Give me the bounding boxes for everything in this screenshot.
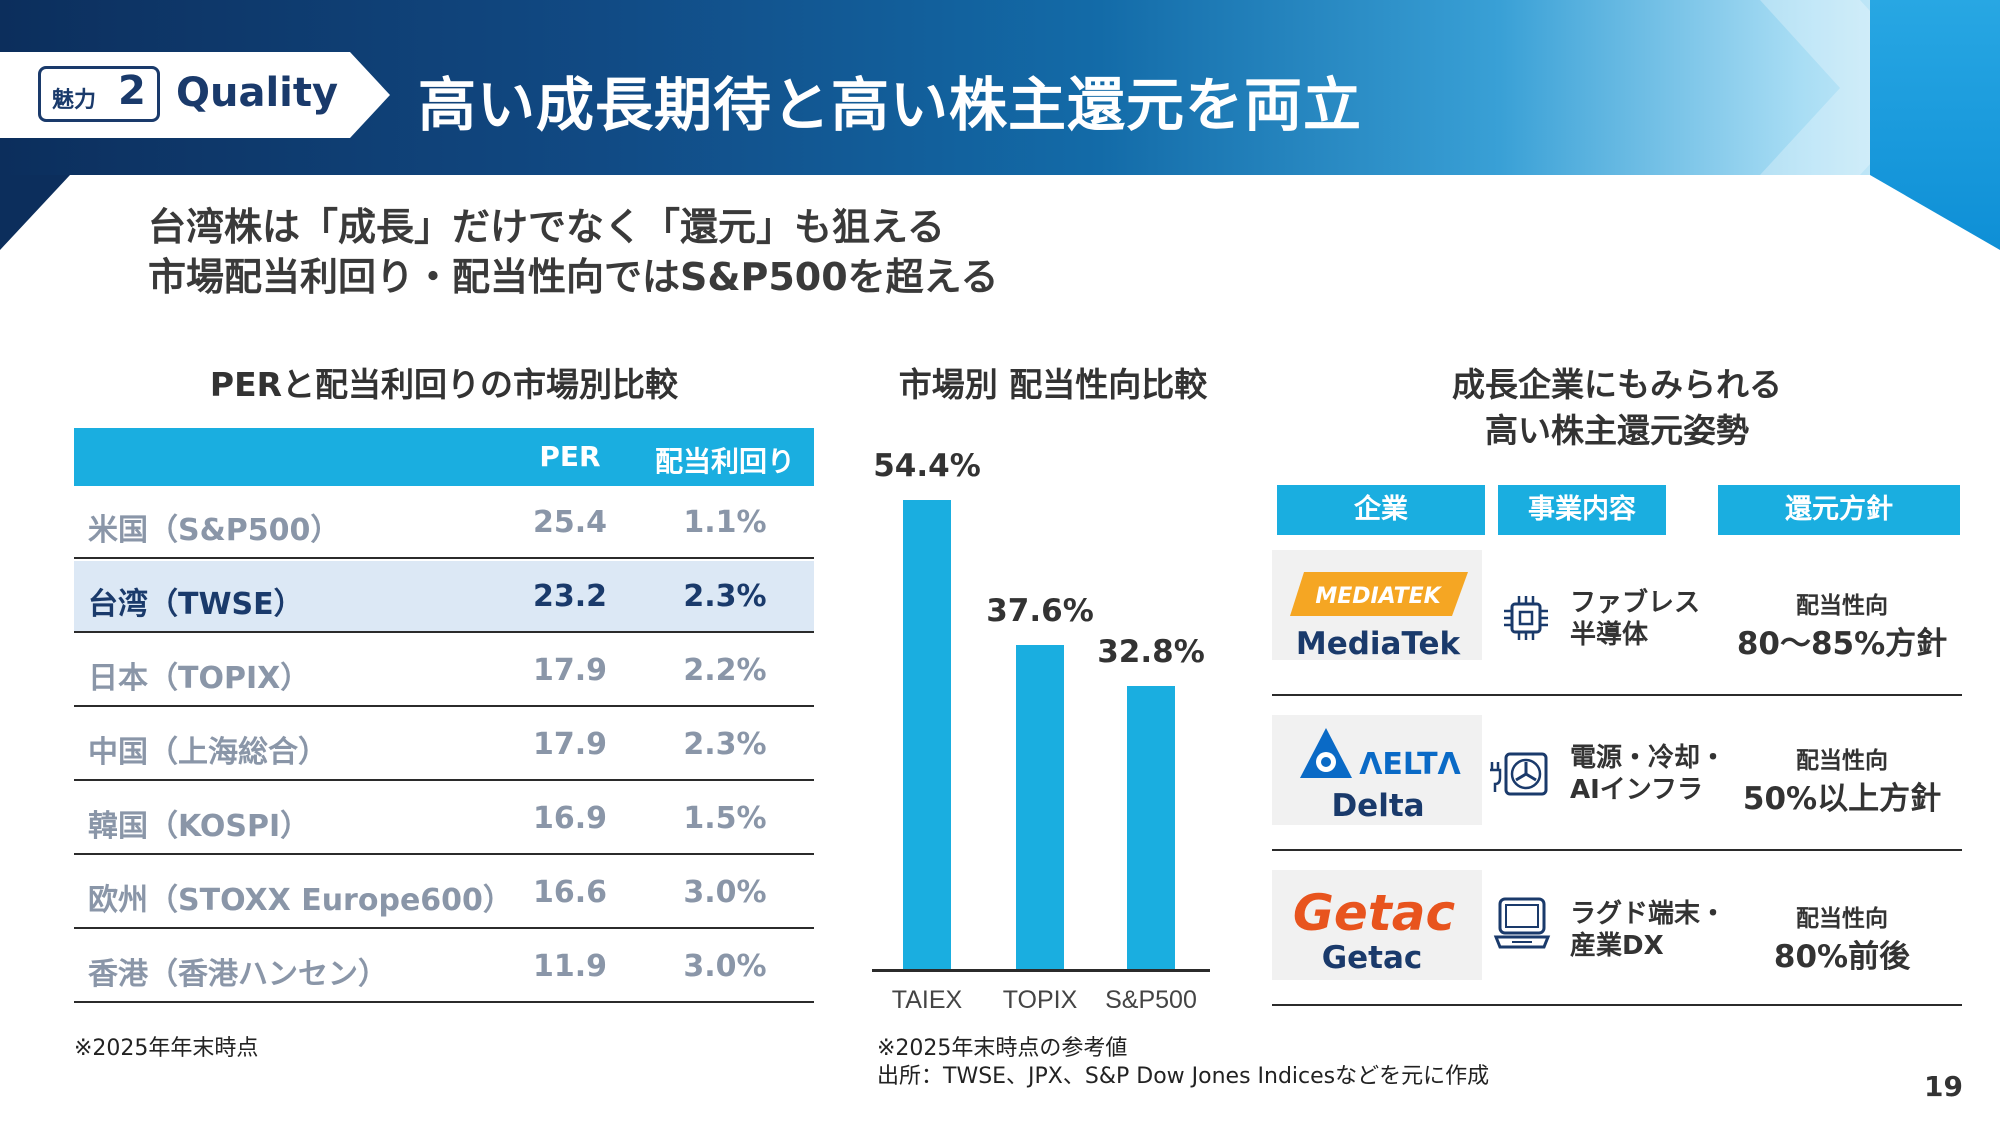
per-cell: 25.4	[532, 505, 608, 540]
chart-x-axis	[872, 969, 1210, 972]
yield-column-header: 配当利回り	[654, 445, 795, 478]
table-row: 韓国（KOSPI） 16.9 1.5%	[74, 783, 814, 855]
business-text: ファブレス	[1570, 588, 1701, 618]
chart-source-note: 出所：TWSE、JPX、S&P Dow Jones Indicesなどを元に作成	[877, 1064, 1490, 1089]
tag-badge	[38, 66, 160, 122]
header-right-accent	[1870, 0, 2000, 250]
policy-label: 配当性向	[1796, 906, 1888, 932]
yield-cell: 2.3%	[683, 579, 767, 614]
row-divider	[1272, 849, 1962, 851]
chart-x-tick-label: TAIEX	[891, 986, 963, 1014]
rugged-laptop-icon	[1493, 897, 1551, 949]
table-row-highlighted: 台湾（TWSE） 23.2 2.3%	[74, 561, 814, 633]
delta-logo: ΛELTΛ	[1300, 728, 1462, 782]
company-name: Getac	[1321, 940, 1423, 976]
market-cell: 韓国（KOSPI）	[88, 809, 311, 844]
business-text: 産業DX	[1570, 931, 1664, 961]
policy-value: 80%前後	[1773, 939, 1911, 975]
getac-logo-box	[1272, 870, 1482, 980]
getac-logo: Getac	[1293, 884, 1456, 942]
svg-text:Getac: Getac	[1293, 884, 1456, 942]
policy-column-header: 還元方針	[1718, 485, 1960, 535]
company-name: Delta	[1331, 788, 1425, 824]
per-table-title: PERと配当利回りの市場別比較	[209, 365, 679, 404]
table-row: 香港（香港ハンセン） 11.9 3.0%	[74, 931, 814, 1003]
row-divider	[1272, 694, 1962, 696]
market-cell: 中国（上海総合）	[88, 735, 328, 770]
table-row: 欧州（STOXX Europe600） 16.6 3.0%	[74, 857, 814, 929]
yield-cell: 3.0%	[683, 949, 767, 984]
business-text: 電源・冷却・	[1570, 743, 1727, 773]
policy-value: 80～85%方針	[1736, 626, 1948, 662]
market-cell: 欧州（STOXX Europe600）	[88, 883, 513, 918]
chart-title: 市場別 配当性向比較	[898, 365, 1208, 404]
company-name: MediaTek	[1295, 626, 1461, 662]
chart-data-label: 37.6%	[986, 593, 1094, 629]
business-text: AIインフラ	[1570, 775, 1704, 805]
per-cell: 11.9	[532, 949, 608, 984]
chart-data-label: 32.8%	[1097, 634, 1205, 670]
subtitle-line-1: 台湾株は「成長」だけでなく「還元」も狙える	[148, 205, 945, 249]
per-cell: 16.6	[532, 875, 608, 910]
yield-cell: 1.5%	[683, 801, 767, 836]
business-text: 半導体	[1570, 620, 1649, 650]
chart-footnote: ※2025年末時点の参考値	[877, 1036, 1128, 1061]
yield-cell: 2.2%	[683, 653, 767, 688]
chart-x-tick-label: S&P500	[1105, 986, 1197, 1014]
tag-small-text: 魅力	[52, 88, 97, 113]
companies-title-line-1: 成長企業にもみられる	[1452, 365, 1782, 404]
table-row: 日本（TOPIX） 17.9 2.2%	[74, 635, 814, 707]
header-corner	[0, 175, 70, 250]
chip-icon	[1504, 596, 1548, 640]
chart-bar	[1016, 645, 1064, 969]
mediatek-logo: MEDIATEK	[1290, 572, 1468, 616]
company-column-header: 企業	[1277, 485, 1485, 535]
per-cell: 23.2	[532, 579, 608, 614]
table-row: 米国（S&P500） 25.4 1.1%	[74, 487, 814, 559]
chart-x-tick-label: TOPIX	[1002, 986, 1078, 1014]
yield-cell: 3.0%	[683, 875, 767, 910]
page-title: 高い成長期待と高い株主還元を両立	[418, 71, 1363, 139]
yield-cell: 1.1%	[683, 505, 767, 540]
per-cell: 17.9	[532, 653, 608, 688]
svg-text:ΛELTΛ: ΛELTΛ	[1359, 747, 1461, 782]
market-cell: 香港（香港ハンセン）	[88, 957, 388, 992]
table-footnote: ※2025年年末時点	[74, 1036, 259, 1061]
per-cell: 17.9	[532, 727, 608, 762]
table-row: 中国（上海総合） 17.9 2.3%	[74, 709, 814, 781]
per-table-header	[74, 428, 814, 486]
subtitle-line-2: 市場配当利回り・配当性向ではS&P500を超える	[148, 255, 999, 299]
yield-cell: 2.3%	[683, 727, 767, 762]
chart-bar	[903, 500, 951, 969]
market-cell: 台湾（TWSE）	[88, 587, 304, 622]
market-cell: 米国（S&P500）	[88, 513, 341, 548]
tag-word: Quality	[176, 70, 339, 116]
business-text: ラグド端末・	[1570, 899, 1727, 929]
page-number: 19	[1924, 1070, 1963, 1103]
business-column-header: 事業内容	[1498, 485, 1666, 535]
policy-label: 配当性向	[1796, 593, 1888, 619]
chart-data-label: 54.4%	[873, 448, 981, 484]
per-cell: 16.9	[532, 801, 608, 836]
policy-value: 50%以上方針	[1742, 781, 1942, 817]
tag-number: 2	[118, 68, 146, 114]
per-column-header: PER	[539, 440, 601, 473]
row-divider	[1272, 1004, 1962, 1006]
market-cell: 日本（TOPIX）	[88, 661, 311, 696]
policy-label: 配当性向	[1796, 748, 1888, 774]
svg-text:MEDIATEK: MEDIATEK	[1315, 584, 1442, 609]
companies-title-line-2: 高い株主還元姿勢	[1485, 411, 1749, 450]
chart-bar	[1127, 686, 1175, 969]
power-fan-icon	[1490, 752, 1548, 796]
